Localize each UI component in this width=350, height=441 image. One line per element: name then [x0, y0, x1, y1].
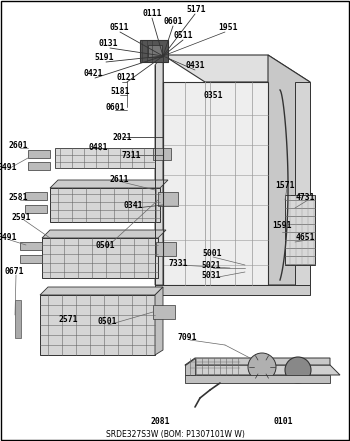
- Text: 7091: 7091: [177, 333, 197, 343]
- Text: 0491: 0491: [0, 232, 17, 242]
- Polygon shape: [268, 55, 310, 285]
- Text: 7311: 7311: [121, 150, 141, 160]
- Polygon shape: [55, 148, 155, 168]
- Bar: [20, 242, 42, 250]
- Polygon shape: [155, 285, 310, 295]
- Bar: [28, 162, 50, 170]
- Polygon shape: [185, 358, 330, 365]
- Polygon shape: [50, 188, 160, 222]
- Text: 5021: 5021: [201, 261, 221, 269]
- Bar: [140, 40, 168, 62]
- Bar: [148, 45, 162, 57]
- Text: 2611: 2611: [109, 176, 129, 184]
- Polygon shape: [295, 82, 310, 285]
- Text: 0351: 0351: [203, 90, 223, 100]
- Polygon shape: [155, 287, 163, 355]
- Circle shape: [285, 357, 311, 383]
- Text: 1951: 1951: [218, 22, 238, 31]
- Bar: [20, 255, 42, 263]
- Text: 2021: 2021: [112, 132, 132, 142]
- Bar: [156, 242, 176, 256]
- Text: 0421: 0421: [83, 70, 103, 78]
- Text: 0111: 0111: [142, 8, 162, 18]
- Text: 1591: 1591: [272, 220, 292, 229]
- Text: 2581: 2581: [8, 194, 28, 202]
- Polygon shape: [155, 55, 163, 285]
- Text: 5031: 5031: [201, 272, 221, 280]
- Text: 0491: 0491: [0, 164, 17, 172]
- Polygon shape: [163, 55, 310, 82]
- Polygon shape: [42, 238, 158, 278]
- Polygon shape: [50, 180, 168, 188]
- Bar: [185, 375, 330, 383]
- Text: 0341: 0341: [123, 201, 143, 209]
- Bar: [25, 192, 47, 200]
- Bar: [285, 195, 315, 265]
- Text: 0121: 0121: [116, 72, 136, 82]
- Text: 4651: 4651: [295, 233, 315, 243]
- Bar: [25, 205, 47, 213]
- Text: 1571: 1571: [275, 180, 295, 190]
- Polygon shape: [163, 82, 268, 285]
- Bar: [15, 300, 21, 338]
- Text: 0431: 0431: [185, 61, 205, 71]
- Text: 0131: 0131: [98, 38, 118, 48]
- Text: 0511: 0511: [109, 22, 129, 31]
- Text: 2591: 2591: [11, 213, 31, 221]
- Polygon shape: [185, 358, 195, 375]
- Text: 0501: 0501: [95, 240, 115, 250]
- Text: 2571: 2571: [58, 315, 78, 325]
- Text: 2601: 2601: [8, 141, 28, 149]
- Text: 0601: 0601: [105, 102, 125, 112]
- Polygon shape: [40, 287, 163, 295]
- Polygon shape: [40, 295, 155, 355]
- Circle shape: [248, 353, 276, 381]
- Text: 0511: 0511: [173, 30, 193, 40]
- Text: 0101: 0101: [273, 416, 293, 426]
- Text: 5001: 5001: [202, 250, 222, 258]
- Text: 4731: 4731: [295, 193, 315, 202]
- Bar: [28, 150, 50, 158]
- Bar: [153, 305, 175, 319]
- Text: 0671: 0671: [4, 268, 24, 277]
- Polygon shape: [42, 230, 166, 238]
- Polygon shape: [185, 365, 340, 375]
- Bar: [158, 192, 178, 206]
- Text: 0501: 0501: [97, 318, 117, 326]
- Text: 5191: 5191: [94, 52, 114, 61]
- Bar: [153, 148, 171, 160]
- Text: 2081: 2081: [150, 418, 170, 426]
- Text: 5181: 5181: [110, 86, 130, 96]
- Text: 0601: 0601: [163, 18, 183, 26]
- Text: 0481: 0481: [88, 143, 108, 153]
- Text: 7331: 7331: [168, 258, 188, 268]
- Text: 5171: 5171: [186, 5, 206, 15]
- Text: SRDE327S3W (BOM: P1307101W W): SRDE327S3W (BOM: P1307101W W): [106, 430, 244, 440]
